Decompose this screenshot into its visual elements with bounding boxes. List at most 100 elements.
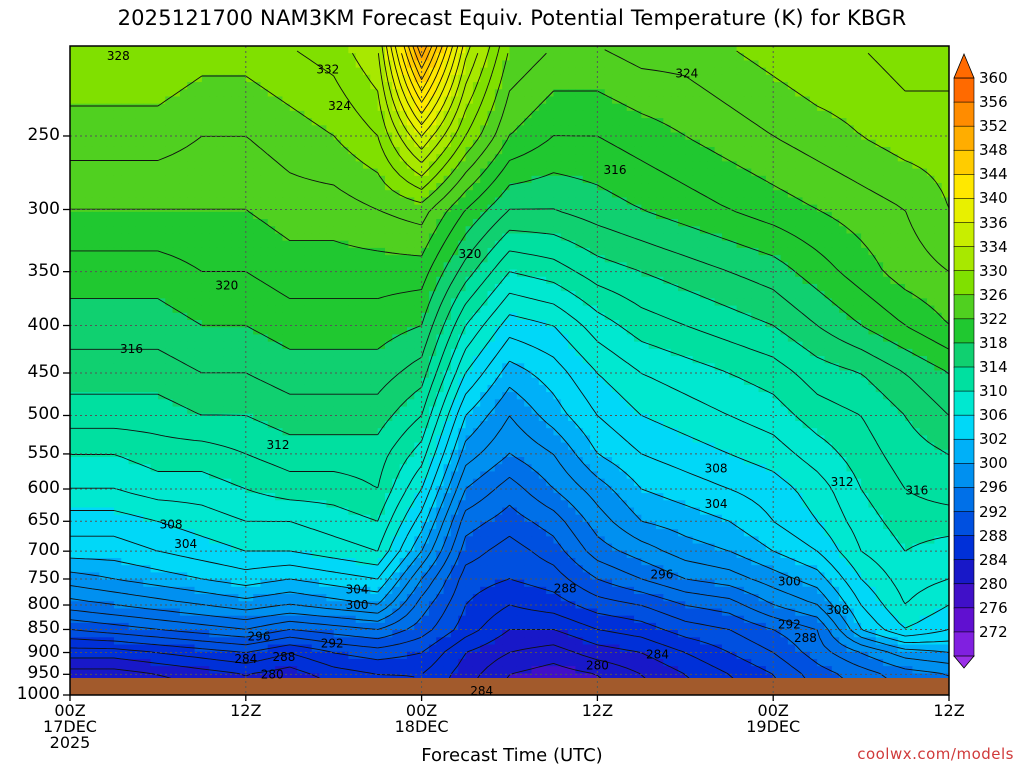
colorbar <box>953 52 975 669</box>
colorbar-label: 292 <box>979 502 1008 521</box>
colorbar-segment <box>953 583 975 609</box>
contour-label: 292 <box>321 637 344 651</box>
contour-label: 280 <box>261 667 284 681</box>
contour-label: 296 <box>248 630 271 644</box>
colorbar-label: 352 <box>979 117 1008 136</box>
contour-label: 300 <box>778 575 801 589</box>
x-tick-label: 18DEC <box>394 717 449 736</box>
colorbar-segment <box>953 77 975 103</box>
contour-label: 284 <box>470 684 493 698</box>
x-tick-label: 00Z <box>757 701 789 720</box>
y-tick-label: 500 <box>27 404 60 425</box>
x-tick-label: 17DEC <box>43 717 97 736</box>
colorbar-segment <box>953 366 975 392</box>
colorbar-min-arrow <box>953 655 975 669</box>
contour-label: 296 <box>650 568 673 582</box>
colorbar-label: 356 <box>979 93 1008 112</box>
axis-ticks <box>63 135 950 701</box>
contour-labels: 3283323243243163203203163123083123163043… <box>107 49 928 698</box>
contour-label: 328 <box>107 49 130 63</box>
contour-label: 316 <box>604 163 627 177</box>
contour-label: 288 <box>554 582 577 596</box>
colorbar-segment <box>953 174 975 200</box>
colorbar-label: 302 <box>979 430 1008 449</box>
colorbar-segment <box>953 414 975 440</box>
y-tick-label: 850 <box>27 618 60 639</box>
contour-label: 320 <box>215 278 238 292</box>
colorbar-label: 284 <box>979 550 1008 569</box>
contour-label: 284 <box>234 652 257 666</box>
y-tick-label: 250 <box>27 124 60 145</box>
colorbar-label: 348 <box>979 141 1008 160</box>
x-tick-label: 12Z <box>581 701 614 720</box>
x-tick-label: 00Z <box>405 701 438 720</box>
colorbar-label: 330 <box>979 261 1008 280</box>
colorbar-label: 344 <box>979 165 1008 184</box>
colorbar-label: 340 <box>979 189 1008 208</box>
contour-label: 288 <box>272 650 295 664</box>
colorbar-segment <box>953 222 975 248</box>
colorbar-label: 318 <box>979 333 1008 352</box>
colorbar-segment <box>953 607 975 633</box>
colorbar-segment <box>953 559 975 585</box>
colorbar-label: 306 <box>979 406 1008 425</box>
y-tick-label: 600 <box>27 478 60 498</box>
colorbar-label: 280 <box>979 574 1008 593</box>
contour-label: 308 <box>705 461 728 475</box>
y-tick-label: 300 <box>27 198 60 219</box>
contour-label: 304 <box>346 583 369 597</box>
colorbar-label: 300 <box>979 454 1008 473</box>
contour-label: 324 <box>328 99 351 113</box>
colorbar-segment <box>953 390 975 416</box>
y-tick-label: 650 <box>27 510 60 531</box>
contour-label: 308 <box>826 603 849 617</box>
credit-text: coolwx.com/models <box>857 745 1014 763</box>
colorbar-label: 276 <box>979 598 1008 617</box>
y-tick-label: 800 <box>27 594 60 615</box>
contour-label: 316 <box>120 342 143 356</box>
colorbar-segment <box>953 318 975 344</box>
contour-label: 284 <box>646 648 669 662</box>
contour-label: 332 <box>316 63 339 77</box>
colorbar-label: 272 <box>979 622 1008 641</box>
contour-label: 300 <box>346 598 369 612</box>
contour-label: 304 <box>705 497 728 511</box>
colorbar-segment <box>953 198 975 224</box>
y-tick-label: 400 <box>27 314 60 335</box>
colorbar-segment <box>953 487 975 513</box>
colorbar-segment <box>953 246 975 272</box>
contour-label: 312 <box>831 475 854 489</box>
x-axis-label: Forecast Time (UTC) <box>421 745 603 766</box>
y-tick-label: 950 <box>27 663 60 684</box>
x-tick-label: 2025 <box>49 733 91 752</box>
colorbar-segment <box>953 631 975 657</box>
y-tick-label: 450 <box>27 362 60 382</box>
contour-label: 316 <box>905 483 928 497</box>
contour-label: 312 <box>267 438 290 452</box>
contour-label: 324 <box>675 66 698 80</box>
chart-title: 2025121700 NAM3KM Forecast Equiv. Potent… <box>117 6 907 30</box>
contour-label: 288 <box>794 631 817 645</box>
colorbar-segment <box>953 101 975 127</box>
contour-label: 308 <box>160 517 183 531</box>
colorbar-label: 288 <box>979 526 1008 545</box>
theta-e-fill <box>70 46 949 695</box>
colorbar-segment <box>953 463 975 489</box>
colorbar-segment <box>953 511 975 537</box>
colorbar-segment <box>953 342 975 368</box>
colorbar-segment <box>953 535 975 561</box>
x-tick-label: 12Z <box>230 701 262 720</box>
y-tick-label: 350 <box>27 260 60 281</box>
x-tick-label: 19DEC <box>746 717 801 736</box>
colorbar-label: 314 <box>979 358 1008 376</box>
colorbar-label: 334 <box>979 237 1008 256</box>
colorbar-segment <box>953 149 975 176</box>
contour-label: 292 <box>778 618 801 632</box>
x-tick-label: 12Z <box>933 701 965 720</box>
colorbar-label: 360 <box>979 69 1008 87</box>
colorbar-segment <box>953 438 975 465</box>
plot-frame <box>69 45 950 696</box>
y-tick-label: 1000 <box>16 684 60 704</box>
colorbar-label: 310 <box>979 382 1008 401</box>
